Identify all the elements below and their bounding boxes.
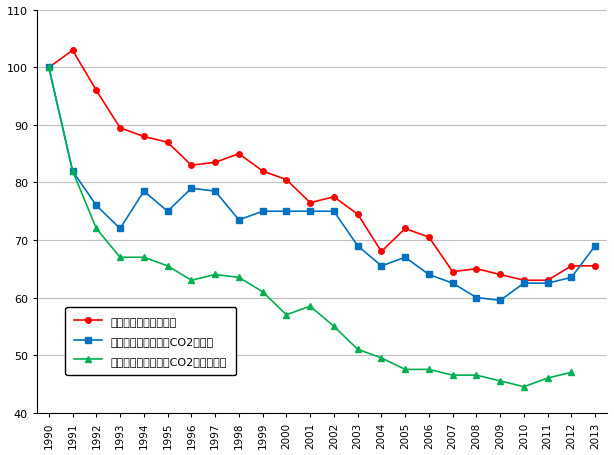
化石エネルギー起源CO2排出量: [117, 226, 124, 232]
化石エネルギー原単位: [330, 195, 338, 200]
化石エネルギー起源CO2排出量: [330, 209, 338, 214]
化石エネルギー起源CO2排出量: [45, 66, 53, 71]
化石エネルギー起源CO2排出原単位: [45, 66, 53, 71]
化石エネルギー原単位: [117, 126, 124, 131]
化石エネルギー起源CO2排出原単位: [568, 370, 575, 375]
Line: 化石エネルギー起源CO2排出量: 化石エネルギー起源CO2排出量: [46, 66, 598, 303]
化石エネルギー起源CO2排出原単位: [306, 304, 314, 309]
化石エネルギー原単位: [69, 48, 76, 54]
化石エネルギー起源CO2排出量: [164, 209, 171, 214]
化石エネルギー起源CO2排出量: [449, 281, 456, 286]
化石エネルギー起源CO2排出量: [378, 263, 385, 269]
化石エネルギー起源CO2排出量: [402, 255, 409, 260]
化石エネルギー起源CO2排出原単位: [164, 263, 171, 269]
化石エネルギー起源CO2排出量: [235, 217, 243, 223]
化石エネルギー起源CO2排出原単位: [426, 367, 433, 372]
化石エネルギー原単位: [188, 163, 195, 169]
化石エネルギー起源CO2排出量: [93, 203, 100, 209]
化石エネルギー原単位: [45, 66, 53, 71]
化石エネルギー原単位: [591, 263, 599, 269]
化石エネルギー起源CO2排出量: [354, 243, 361, 249]
化石エネルギー原単位: [520, 278, 527, 283]
化石エネルギー起源CO2排出原単位: [211, 272, 219, 278]
化石エネルギー原単位: [354, 212, 361, 217]
化石エネルギー原単位: [378, 249, 385, 255]
化石エネルギー原単位: [449, 269, 456, 275]
Legend: 化石エネルギー原単位, 化石エネルギー起源CO2排出量, 化石エネルギー起源CO2排出原単位: 化石エネルギー原単位, 化石エネルギー起源CO2排出量, 化石エネルギー起源CO…: [65, 307, 236, 375]
化石エネルギー起源CO2排出原単位: [544, 375, 551, 381]
化石エネルギー起源CO2排出原単位: [140, 255, 147, 260]
化石エネルギー起源CO2排出原単位: [449, 373, 456, 378]
化石エネルギー起源CO2排出原単位: [93, 226, 100, 232]
化石エネルギー原単位: [211, 160, 219, 166]
化石エネルギー原単位: [568, 263, 575, 269]
化石エネルギー起源CO2排出量: [568, 275, 575, 280]
化石エネルギー原単位: [259, 169, 266, 174]
化石エネルギー原単位: [306, 201, 314, 206]
化石エネルギー起源CO2排出量: [544, 281, 551, 286]
化石エネルギー起源CO2排出原単位: [69, 169, 76, 174]
Line: 化石エネルギー起源CO2排出原単位: 化石エネルギー起源CO2排出原単位: [46, 66, 574, 389]
化石エネルギー起源CO2排出量: [306, 209, 314, 214]
化石エネルギー起源CO2排出原単位: [402, 367, 409, 372]
化石エネルギー原単位: [282, 177, 290, 183]
化石エネルギー起源CO2排出原単位: [188, 278, 195, 283]
化石エネルギー原単位: [544, 278, 551, 283]
化石エネルギー起源CO2排出原単位: [354, 347, 361, 352]
化石エネルギー起源CO2排出原単位: [117, 255, 124, 260]
化石エネルギー起源CO2排出量: [259, 209, 266, 214]
化石エネルギー起源CO2排出量: [473, 295, 480, 301]
化石エネルギー起源CO2排出原単位: [330, 324, 338, 329]
化石エネルギー起源CO2排出量: [140, 189, 147, 194]
化石エネルギー起源CO2排出原単位: [520, 384, 527, 389]
化石エネルギー起源CO2排出量: [282, 209, 290, 214]
化石エネルギー起源CO2排出量: [520, 281, 527, 286]
化石エネルギー原単位: [473, 267, 480, 272]
化石エネルギー起源CO2排出原単位: [235, 275, 243, 280]
化石エネルギー原単位: [164, 140, 171, 146]
化石エネルギー起源CO2排出原単位: [282, 312, 290, 318]
化石エネルギー起源CO2排出原単位: [378, 355, 385, 361]
化石エネルギー起源CO2排出量: [211, 189, 219, 194]
化石エネルギー起源CO2排出量: [69, 169, 76, 174]
化石エネルギー起源CO2排出量: [188, 186, 195, 192]
化石エネルギー起源CO2排出原単位: [473, 373, 480, 378]
化石エネルギー原単位: [402, 226, 409, 232]
化石エネルギー起源CO2排出原単位: [497, 378, 504, 384]
Line: 化石エネルギー原単位: 化石エネルギー原単位: [46, 48, 598, 283]
化石エネルギー原単位: [426, 235, 433, 240]
化石エネルギー起源CO2排出原単位: [259, 289, 266, 295]
化石エネルギー起源CO2排出量: [497, 298, 504, 303]
化石エネルギー原単位: [93, 89, 100, 94]
化石エネルギー原単位: [235, 152, 243, 157]
化石エネルギー原単位: [140, 134, 147, 140]
化石エネルギー起源CO2排出量: [591, 243, 599, 249]
化石エネルギー起源CO2排出量: [426, 272, 433, 278]
化石エネルギー原単位: [497, 272, 504, 278]
